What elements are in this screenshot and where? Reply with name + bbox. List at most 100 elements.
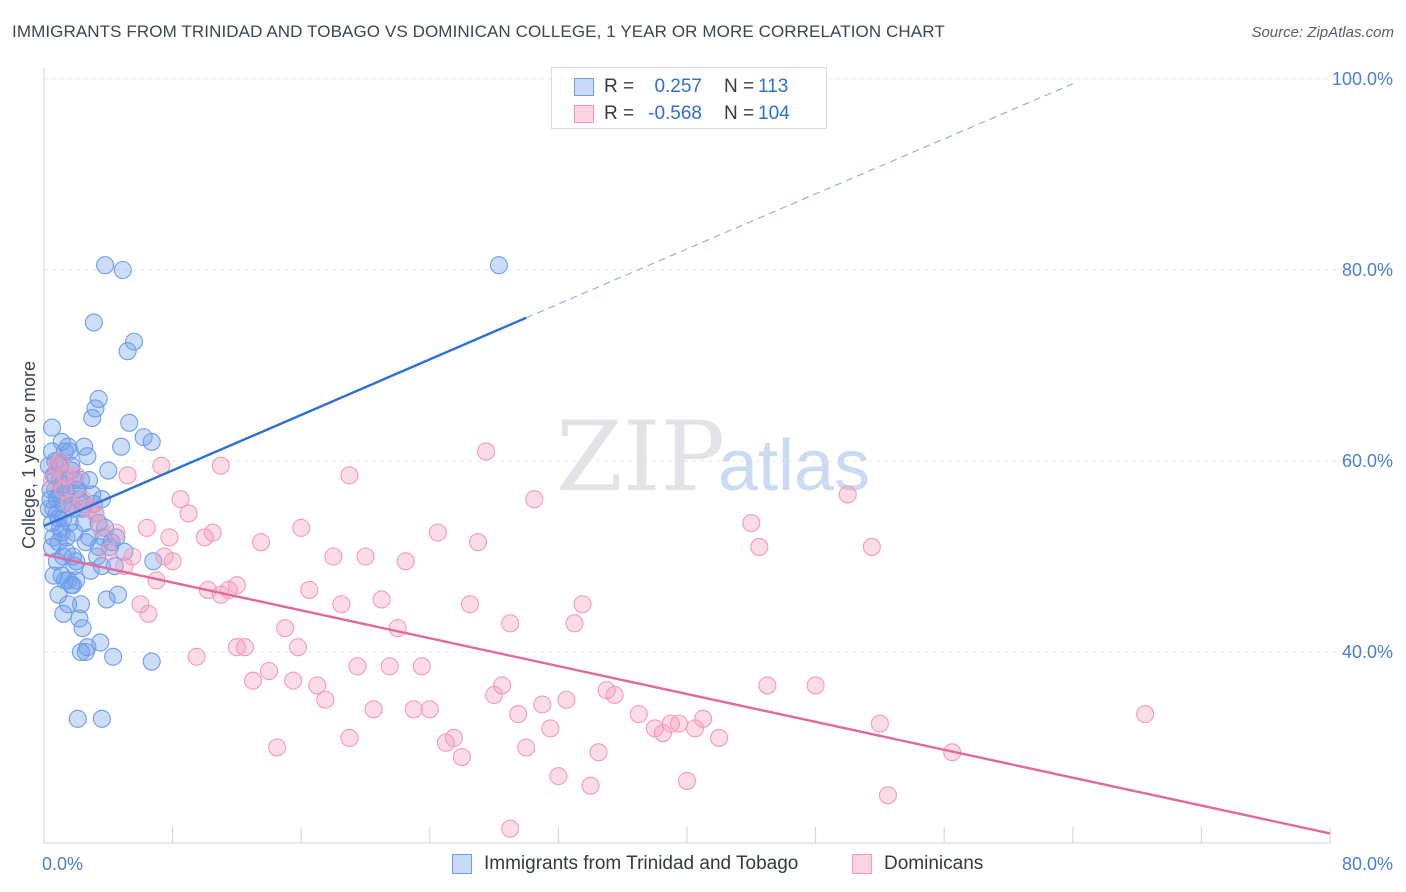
point-dominicans [340, 728, 359, 748]
point-dominicans [460, 595, 480, 614]
x-tick-label: 0.0% [42, 854, 83, 874]
point-dominicans [211, 456, 230, 475]
point-trinidad [89, 389, 108, 408]
point-dominicans [694, 709, 713, 728]
series-swatch-pink [852, 854, 872, 874]
point-dominicans [308, 676, 327, 695]
point-dominicans [589, 743, 608, 762]
y-tick-label: 80.0% [1342, 260, 1393, 280]
point-trinidad [120, 413, 139, 432]
y-tick-label: 60.0% [1342, 451, 1393, 471]
point-trinidad [54, 604, 73, 623]
point-dominicans [428, 523, 447, 542]
point-dominicans [565, 614, 584, 633]
legend-row-dominican: R = -0.568 N = 104 [574, 102, 790, 126]
point-dominicans [404, 700, 423, 719]
point-dominicans [878, 786, 897, 805]
legend-row-trinidad: R = 0.257 N = 113 [574, 75, 788, 99]
point-dominicans [444, 728, 463, 748]
point-dominicans [501, 614, 520, 633]
point-dominicans [67, 466, 86, 485]
point-dominicans [163, 552, 182, 571]
point-dominicans [187, 647, 206, 666]
point-dominicans [137, 518, 156, 537]
point-dominicans [91, 518, 110, 537]
point-trinidad [104, 647, 123, 666]
point-dominicans [243, 671, 263, 690]
point-dominicans [806, 676, 825, 695]
point-dominicans [477, 442, 496, 461]
point-dominicans [501, 819, 520, 838]
point-dominicans [73, 490, 92, 509]
point-dominicans [517, 738, 536, 757]
series-legend-dominicans: Dominicans [852, 852, 983, 876]
point-dominicans [316, 690, 335, 709]
point-trinidad [59, 595, 78, 614]
point-dominicans [356, 547, 375, 566]
point-dominicans [139, 604, 158, 623]
point-trinidad [86, 399, 105, 418]
point-dominicans [372, 590, 391, 609]
point-dominicans [160, 528, 179, 547]
point-dominicans [340, 466, 359, 485]
legend-n-label: N = [724, 103, 755, 124]
point-dominicans [268, 738, 287, 757]
point-trinidad [52, 523, 71, 542]
point-trinidad [142, 432, 161, 451]
point-dominicans [118, 466, 137, 485]
point-dominicans [412, 657, 431, 676]
point-trinidad [118, 342, 137, 361]
point-dominicans [509, 705, 528, 724]
point-trinidad [78, 447, 97, 466]
point-trinidad [42, 418, 62, 437]
point-trinidad [124, 332, 144, 351]
legend-swatch-pink [574, 105, 594, 123]
trend-line-trinidad [43, 316, 527, 528]
point-dominicans [758, 676, 777, 695]
point-trinidad [73, 619, 92, 638]
point-dominicans [203, 523, 222, 542]
point-dominicans [288, 638, 308, 657]
source-label: Source: ZipAtlas.com [1251, 24, 1394, 41]
point-dominicans [573, 595, 592, 614]
series-label-trinidad: Immigrants from Trinidad and Tobago [484, 853, 799, 874]
point-trinidad [91, 633, 110, 652]
point-dominicans [870, 714, 889, 733]
point-dominicans [171, 490, 190, 509]
watermark-atlas: atlas [718, 426, 870, 506]
point-dominicans [47, 456, 66, 475]
point-dominicans [533, 695, 552, 714]
point-dominicans [862, 537, 881, 557]
data-points [39, 256, 1155, 838]
point-dominicans [605, 685, 624, 705]
point-trinidad [144, 552, 163, 571]
series-swatch-blue [452, 854, 472, 874]
series-legend-trinidad: Immigrants from Trinidad and Tobago [452, 852, 798, 876]
point-dominicans [107, 523, 126, 542]
point-dominicans [332, 595, 351, 614]
legend-n-value: 113 [758, 76, 789, 97]
point-dominicans [420, 700, 439, 719]
point-dominicans [235, 638, 254, 657]
point-trinidad [97, 590, 116, 609]
trend-line-trinidad-extension [526, 83, 1074, 319]
point-dominicans [99, 542, 118, 561]
point-dominicans [629, 705, 648, 724]
point-dominicans [581, 776, 600, 795]
point-trinidad [75, 437, 94, 456]
y-axis-label: College, 1 year or more [19, 361, 39, 549]
point-trinidad [39, 499, 58, 518]
point-dominicans [541, 719, 560, 738]
x-tick-label: 80.0% [1342, 854, 1393, 874]
point-trinidad [99, 461, 118, 480]
point-trinidad [142, 652, 161, 671]
point-trinidad [96, 256, 115, 275]
point-trinidad [71, 595, 91, 614]
point-dominicans [380, 657, 399, 676]
point-dominicans [750, 537, 769, 557]
point-dominicans [227, 576, 246, 595]
point-trinidad [108, 585, 127, 604]
point-trinidad [107, 528, 126, 547]
point-trinidad [113, 260, 132, 280]
